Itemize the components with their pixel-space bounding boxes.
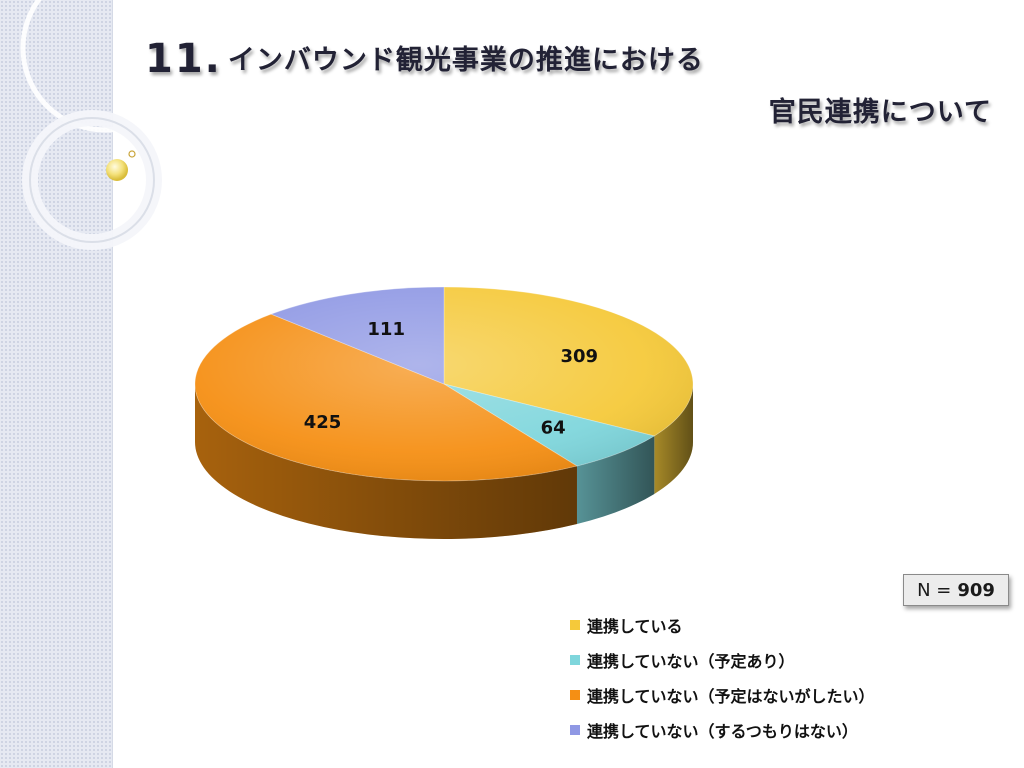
title-text-1: インバウンド観光事業の推進における bbox=[227, 45, 704, 76]
pie-value-label: 425 bbox=[304, 412, 342, 433]
legend-label: 連携していない（予定はないがしたい） bbox=[587, 686, 875, 706]
legend-label: 連携していない（するつもりはない） bbox=[587, 721, 858, 741]
sample-size-label: N = bbox=[917, 579, 952, 601]
sample-size-box: N = 909 bbox=[903, 574, 1009, 606]
chart-legend: 連携している 連携していない（予定あり） 連携していない（予定はないがしたい） … bbox=[570, 607, 875, 747]
legend-label: 連携している bbox=[587, 616, 683, 636]
pie-top-sheen bbox=[195, 287, 693, 481]
legend-swatch bbox=[570, 689, 580, 700]
page-title-line-1: 11. インバウンド観光事業の推進における bbox=[145, 36, 704, 82]
pie-chart: 309 64 425 111 bbox=[194, 286, 694, 539]
legend-item: 連携していない（予定はないがしたい） bbox=[570, 677, 875, 712]
pie-value-label: 111 bbox=[367, 319, 405, 340]
pie-slice-side-shade bbox=[195, 384, 577, 539]
legend-item: 連携していない（予定あり） bbox=[570, 642, 875, 677]
legend-label: 連携していない（予定あり） bbox=[587, 651, 795, 671]
sample-size-value: 909 bbox=[957, 579, 995, 601]
legend-item: 連携している bbox=[570, 607, 875, 642]
decorative-rings bbox=[20, 0, 190, 250]
pie-value-label: 309 bbox=[561, 346, 599, 367]
pie-value-label: 64 bbox=[541, 418, 566, 439]
title-number: 11. bbox=[145, 36, 222, 82]
legend-swatch bbox=[570, 619, 580, 630]
pie-slice-side-shade bbox=[654, 384, 693, 494]
page-title-line-2: 官民連携について bbox=[768, 97, 992, 128]
pie-slice-side-shade bbox=[576, 435, 655, 525]
legend-swatch bbox=[570, 654, 580, 665]
legend-swatch bbox=[570, 724, 580, 735]
legend-item: 連携していない（するつもりはない） bbox=[570, 712, 875, 747]
